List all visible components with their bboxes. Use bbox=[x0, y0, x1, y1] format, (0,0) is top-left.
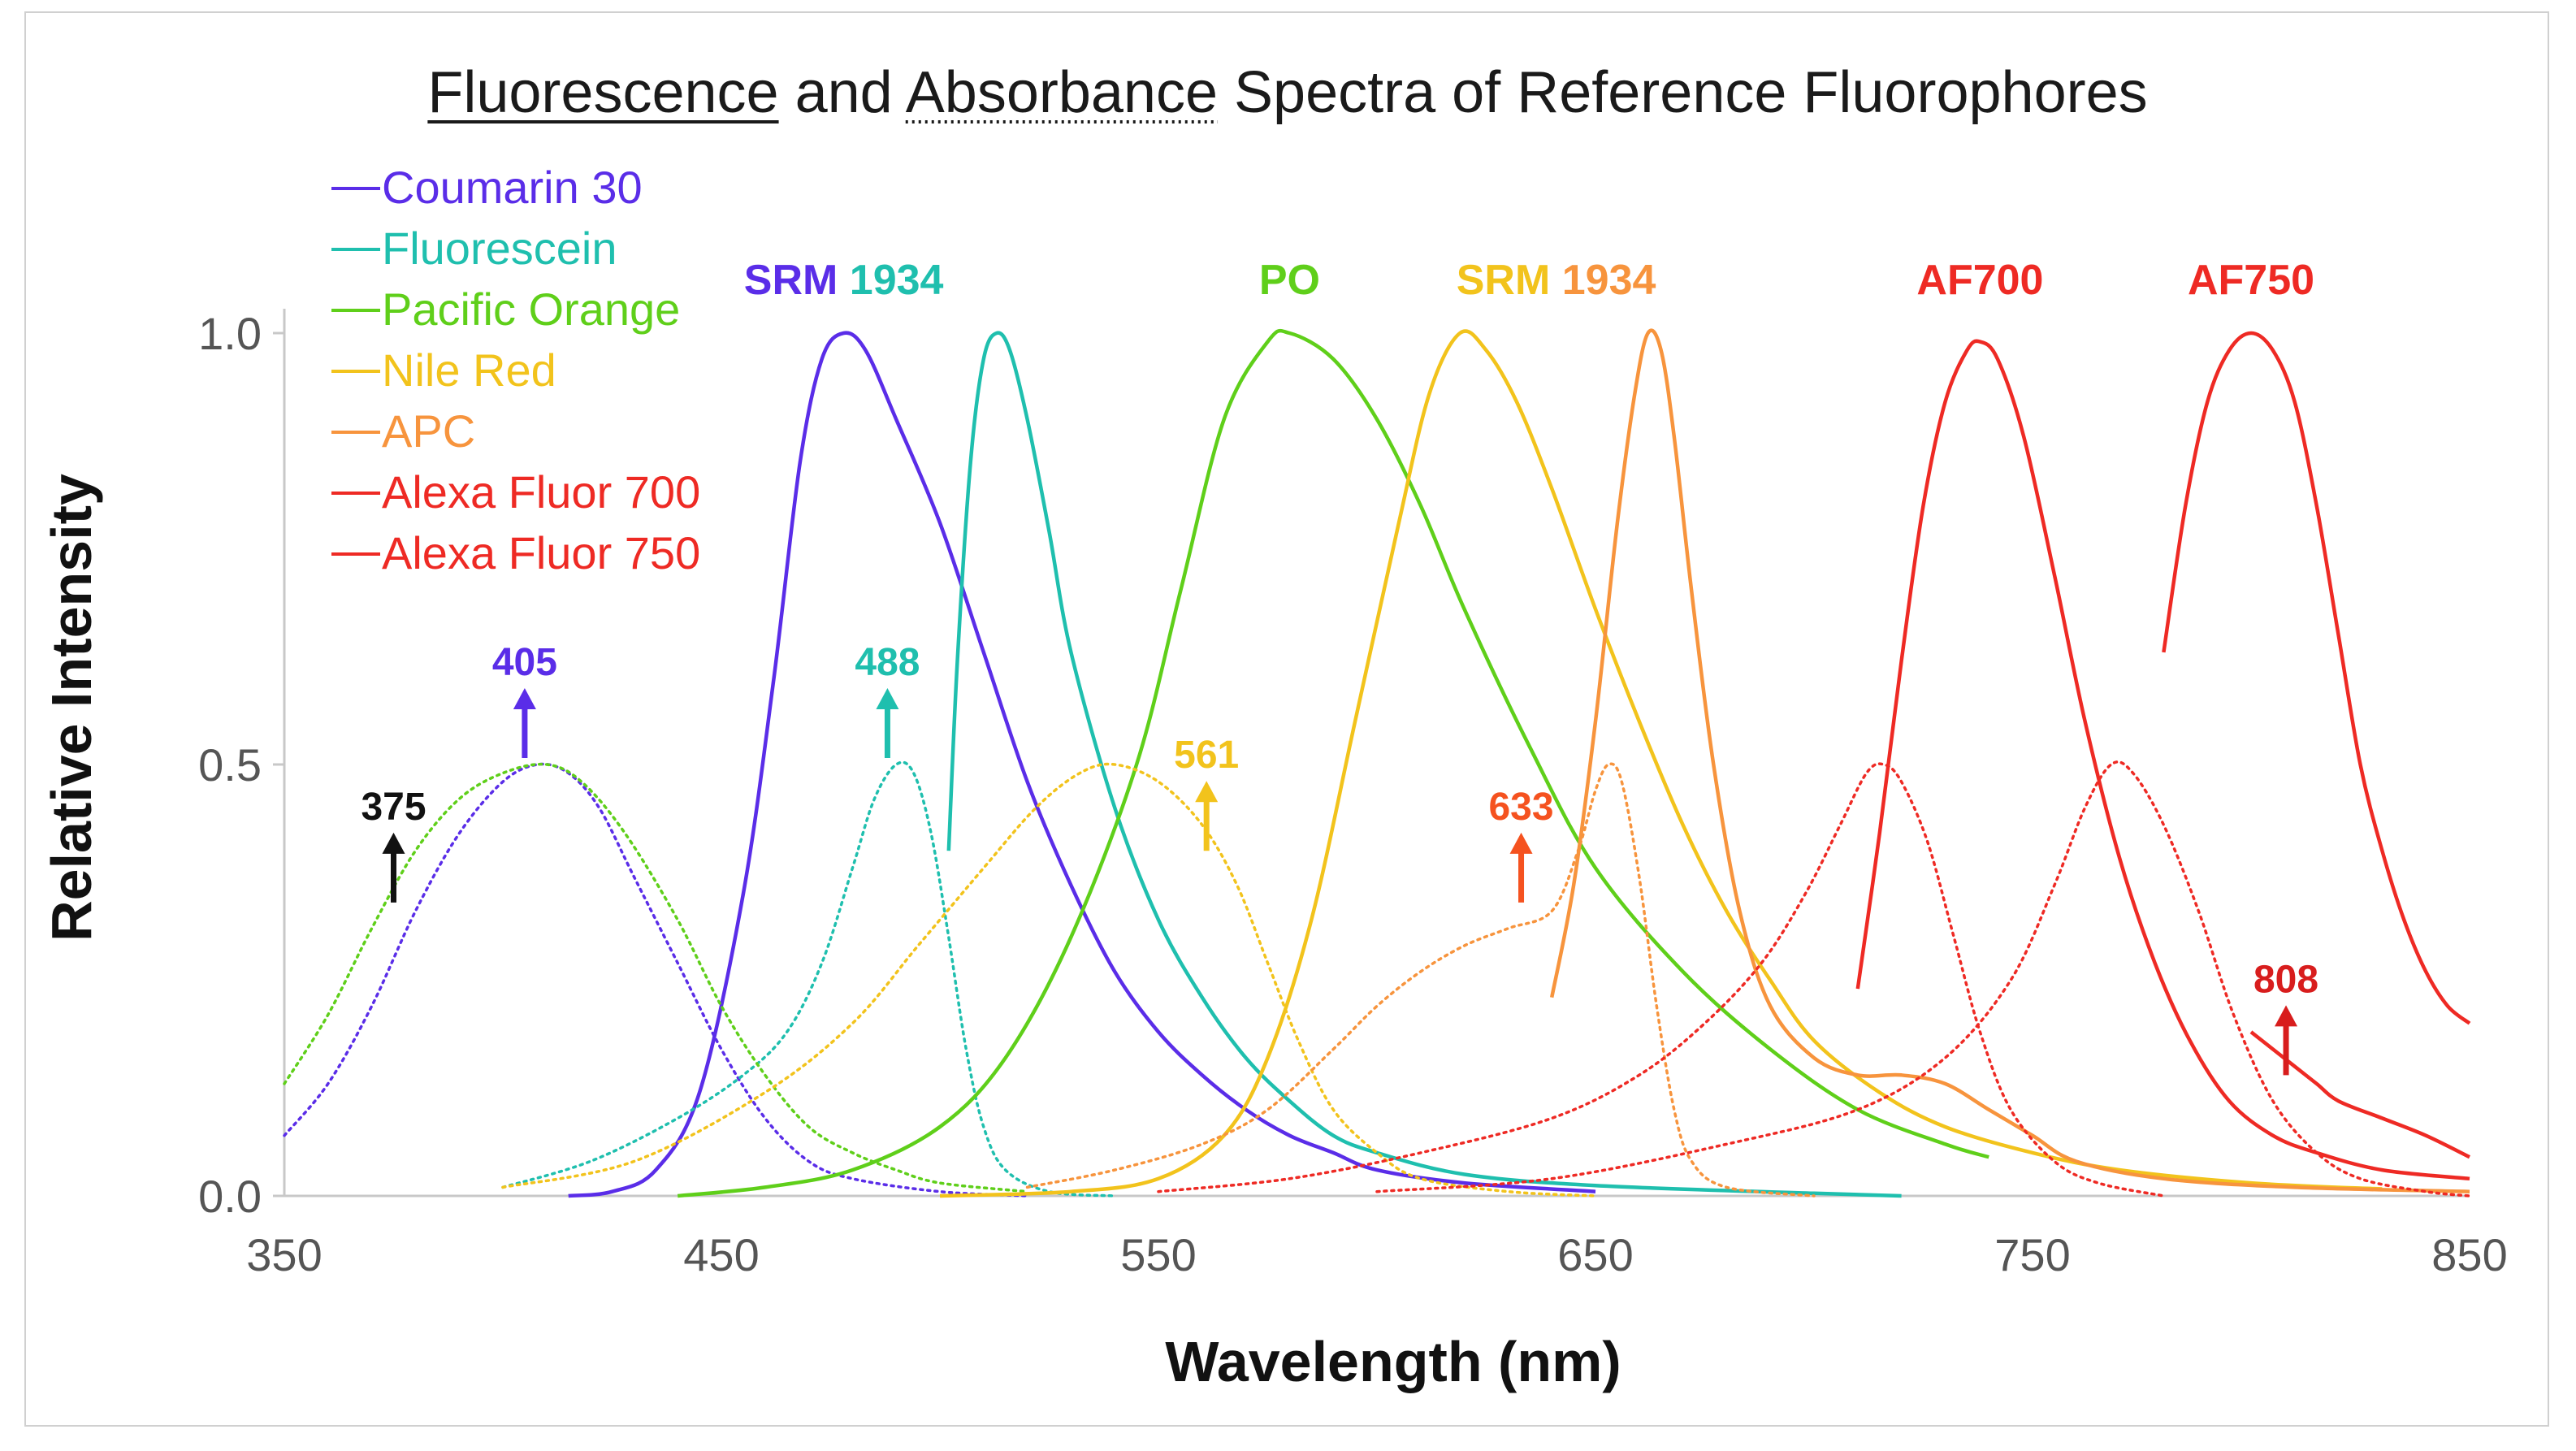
legend-label: Alexa Fluor 700 bbox=[382, 466, 700, 518]
absorbance-curve-alexa-fluor-700 bbox=[1157, 762, 2166, 1198]
laser-label: 488 bbox=[855, 641, 920, 684]
laser-marker-375: 375 bbox=[361, 786, 426, 903]
peak-label-part: 1934 bbox=[850, 257, 944, 304]
absorbance-curve-alexa-fluor-750 bbox=[1375, 760, 2471, 1198]
laser-label: 633 bbox=[1488, 786, 1553, 829]
peak-labels: SRM 1934 PO SRM 1934 AF700 AF750 bbox=[744, 257, 2314, 304]
emission-curve-alexa-fluor-750 bbox=[2162, 331, 2471, 1025]
y-tick-label: 0.0 bbox=[198, 1171, 262, 1222]
x-tick-label: 550 bbox=[1120, 1229, 1196, 1280]
peak-label-part: 1934 bbox=[1562, 257, 1656, 304]
laser-arrow-head bbox=[1195, 781, 1219, 803]
laser-marker-488: 488 bbox=[855, 641, 920, 758]
peak-label-part: AF750 bbox=[2188, 257, 2314, 304]
emission-curve-apc bbox=[1549, 328, 2470, 1193]
x-tick-label: 650 bbox=[1557, 1229, 1633, 1280]
legend-item: Pacific Orange bbox=[331, 284, 680, 335]
x-tick-label: 850 bbox=[2431, 1229, 2507, 1280]
laser-label: 405 bbox=[492, 641, 557, 684]
laser-arrow-head bbox=[2275, 1005, 2298, 1027]
chart-axes: 0.0 0.5 1.0 350 450 550 650 750 850 Wavelength (n… bbox=[40, 308, 2508, 1393]
peak-label-part: SRM bbox=[744, 257, 850, 304]
peak-label: SRM 1934 bbox=[1457, 257, 1656, 304]
title-part-3: Spectra of Reference Fluorophores bbox=[1218, 60, 2148, 125]
laser-marker-808: 808 bbox=[2253, 958, 2318, 1076]
emission-curve-fluorescein bbox=[946, 331, 1902, 1198]
legend-item: APC bbox=[331, 405, 475, 457]
peak-label: SRM 1934 bbox=[744, 257, 944, 304]
laser-label: 375 bbox=[361, 786, 426, 829]
chart-title: Fluorescence and Absorbance Spectra of R… bbox=[427, 60, 2148, 125]
legend-item: Alexa Fluor 700 bbox=[331, 466, 700, 518]
x-tick-label: 450 bbox=[683, 1229, 759, 1280]
legend-label: Pacific Orange bbox=[382, 284, 680, 335]
laser-marker-561: 561 bbox=[1174, 734, 1239, 851]
legend-label: Fluorescein bbox=[382, 223, 617, 274]
chart-frame bbox=[24, 11, 2549, 1427]
y-axis-label: Relative Intensity bbox=[40, 474, 103, 942]
legend-item: Nile Red bbox=[331, 344, 556, 396]
absorbance-curve-apc bbox=[1025, 762, 1816, 1198]
peak-label: PO bbox=[1259, 257, 1320, 304]
legend-item: Alexa Fluor 750 bbox=[331, 527, 700, 578]
peak-label: AF700 bbox=[1916, 257, 2043, 304]
chart-legend: Coumarin 30 Fluorescein Pacific Orange Nile… bbox=[331, 162, 700, 578]
chart-curves bbox=[283, 328, 2471, 1198]
x-tick-label: 750 bbox=[1994, 1229, 2070, 1280]
laser-label: 561 bbox=[1174, 734, 1239, 777]
absorbance-curve-pacific-orange bbox=[283, 762, 1029, 1193]
title-part-2: Absorbance bbox=[906, 60, 1218, 125]
x-tick-label: 350 bbox=[246, 1229, 322, 1280]
emission-curve-coumarin-30 bbox=[568, 331, 1596, 1198]
peak-label-part: SRM bbox=[1457, 257, 1562, 304]
absorbance-curve-coumarin-30 bbox=[283, 762, 1029, 1198]
peak-label-part: AF700 bbox=[1916, 257, 2043, 304]
laser-arrow-head bbox=[876, 688, 899, 709]
y-tick-label: 1.0 bbox=[198, 308, 262, 359]
laser-markers: 375 405 488 561 633 808 bbox=[361, 641, 2318, 1076]
legend-item: Fluorescein bbox=[331, 223, 617, 274]
emission-curve-pacific-orange bbox=[677, 328, 1989, 1198]
title-part-0: Fluorescence bbox=[427, 60, 778, 125]
absorbance-curve-fluorescein bbox=[501, 760, 1116, 1198]
emission-curve-alexa-fluor-700 bbox=[1855, 339, 2470, 1181]
peak-label-part: PO bbox=[1259, 257, 1320, 304]
peak-label: AF750 bbox=[2188, 257, 2314, 304]
title-part-1: and bbox=[779, 60, 906, 125]
y-tick-label: 0.5 bbox=[198, 739, 262, 790]
laser-arrow-head bbox=[382, 832, 405, 854]
chart-title-text: Fluorescence and Absorbance Spectra of R… bbox=[427, 60, 2147, 125]
absorbance-curve-nile-red bbox=[501, 762, 1597, 1198]
legend-label: APC bbox=[382, 405, 475, 457]
legend-label: Alexa Fluor 750 bbox=[382, 527, 700, 578]
legend-label: Nile Red bbox=[382, 344, 556, 396]
emission-curve-nile-red bbox=[939, 329, 2383, 1198]
x-axis-label: Wavelength (nm) bbox=[1165, 1330, 1621, 1393]
laser-marker-633: 633 bbox=[1488, 786, 1554, 903]
laser-arrow-head bbox=[1509, 832, 1533, 854]
laser-marker-405: 405 bbox=[492, 641, 557, 758]
legend-item: Coumarin 30 bbox=[331, 162, 643, 213]
laser-label: 808 bbox=[2253, 958, 2318, 1001]
laser-arrow-head bbox=[513, 688, 536, 709]
emission-curve-alexa-fluor-750-tail bbox=[2249, 1030, 2470, 1159]
legend-label: Coumarin 30 bbox=[382, 162, 643, 213]
